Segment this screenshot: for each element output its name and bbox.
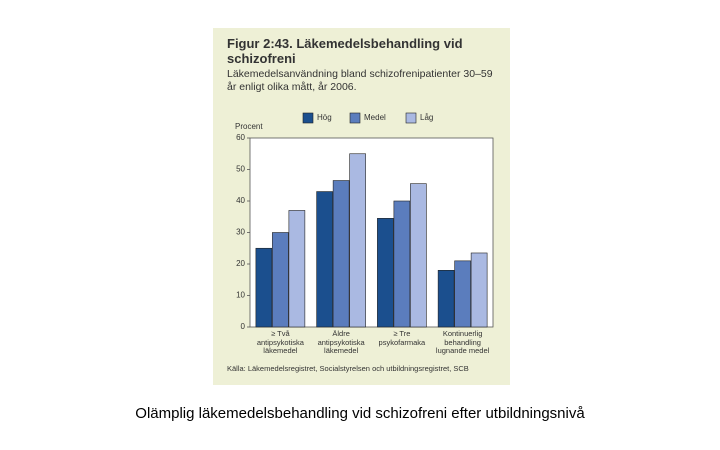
x-tick-label: Kontinuerlig behandling lugnande medel [435,329,490,355]
legend-swatch [302,112,314,124]
legend-label: Hög [317,113,332,122]
legend-label: Medel [364,113,386,122]
figure-panel: Figur 2:43. Läkemedelsbehandling vid sch… [213,28,510,385]
y-tick-label: 60 [236,133,245,142]
bar [288,210,306,328]
chart: Procent 0 10 20 30 40 50 60 Hög Medel Låg [235,112,494,331]
legend-swatch [349,112,361,124]
chart-subtitle: Läkemedelsanvändning bland schizofrenipa… [227,68,493,93]
source: Källa: Läkemedelsregistret, Socialstyrel… [227,364,469,373]
legend-label: Låg [420,113,433,122]
bar [377,218,394,328]
y-tick-label: 50 [236,165,245,174]
x-tick-label: ≥ Tre psykofarmaka [378,329,426,347]
bar [454,260,471,328]
y-tick-label: 40 [236,196,245,205]
bar [410,183,427,328]
y-tick-label: 10 [236,291,245,300]
bar [272,232,289,328]
bar [470,252,488,328]
legend-swatch [405,112,417,124]
bar [255,247,273,328]
bar [316,191,333,328]
x-tick-label: ≥ Två antipsykotiska läkemedel [256,329,304,355]
bar [332,180,350,328]
bar [437,270,455,328]
chart-title: Figur 2:43. Läkemedelsbehandling vid sch… [227,36,463,66]
caption: Olämplig läkemedelsbehandling vid schizo… [135,405,585,422]
x-tick-label: Äldre antipsykotiska läkemedel [317,329,365,355]
y-tick-label: 20 [236,259,245,268]
y-tick-label: 30 [236,228,245,237]
y-axis-label: Procent [235,122,263,131]
bar [393,200,411,328]
y-tick-label: 0 [241,322,246,331]
bar [349,153,366,328]
